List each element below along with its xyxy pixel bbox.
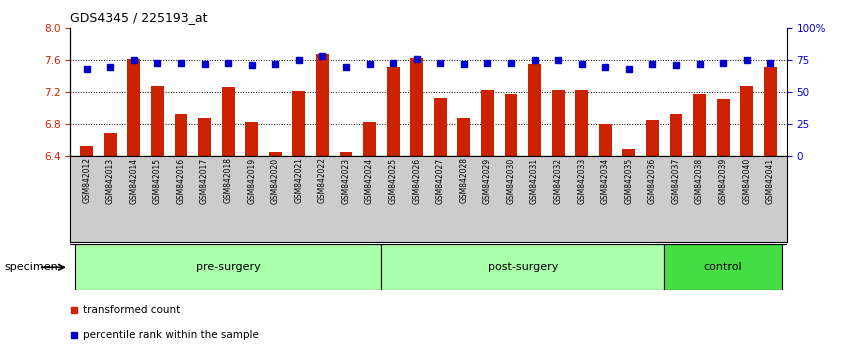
Bar bbox=[151, 86, 164, 156]
Text: GSM842027: GSM842027 bbox=[436, 158, 445, 204]
Text: transformed count: transformed count bbox=[83, 305, 180, 315]
Bar bbox=[339, 152, 353, 156]
Bar bbox=[363, 122, 376, 156]
Text: control: control bbox=[704, 262, 743, 272]
Text: GSM842016: GSM842016 bbox=[177, 158, 185, 204]
Bar bbox=[382, 244, 664, 290]
Text: GSM842017: GSM842017 bbox=[200, 158, 209, 204]
Text: GSM842014: GSM842014 bbox=[129, 158, 139, 204]
Bar bbox=[599, 124, 612, 156]
Bar bbox=[387, 67, 399, 156]
Bar bbox=[528, 64, 541, 156]
Text: GSM842041: GSM842041 bbox=[766, 158, 775, 204]
Text: pre-surgery: pre-surgery bbox=[195, 262, 261, 272]
Bar bbox=[693, 94, 706, 156]
Text: GSM842024: GSM842024 bbox=[365, 158, 374, 204]
Bar bbox=[293, 91, 305, 156]
Bar bbox=[664, 244, 782, 290]
Bar bbox=[104, 133, 117, 156]
Bar bbox=[552, 91, 564, 156]
Bar bbox=[434, 98, 447, 156]
Bar bbox=[504, 95, 518, 156]
Text: GSM842025: GSM842025 bbox=[388, 158, 398, 204]
Bar bbox=[222, 87, 234, 156]
Bar bbox=[717, 99, 729, 156]
Bar bbox=[623, 149, 635, 156]
Text: GSM842033: GSM842033 bbox=[577, 158, 586, 204]
Text: percentile rank within the sample: percentile rank within the sample bbox=[83, 330, 259, 339]
Text: GDS4345 / 225193_at: GDS4345 / 225193_at bbox=[70, 11, 208, 24]
Text: GSM842028: GSM842028 bbox=[459, 158, 469, 204]
Text: GSM842035: GSM842035 bbox=[624, 158, 634, 204]
Text: GSM842019: GSM842019 bbox=[247, 158, 256, 204]
Text: GSM842018: GSM842018 bbox=[223, 158, 233, 204]
Text: GSM842032: GSM842032 bbox=[553, 158, 563, 204]
Text: GSM842038: GSM842038 bbox=[695, 158, 704, 204]
Text: GSM842031: GSM842031 bbox=[530, 158, 539, 204]
Text: GSM842023: GSM842023 bbox=[342, 158, 350, 204]
Text: post-surgery: post-surgery bbox=[487, 262, 558, 272]
Bar bbox=[458, 118, 470, 156]
Text: GSM842039: GSM842039 bbox=[718, 158, 728, 204]
Bar bbox=[245, 122, 258, 156]
Text: GSM842026: GSM842026 bbox=[412, 158, 421, 204]
Text: GSM842040: GSM842040 bbox=[742, 158, 751, 204]
Text: GSM842036: GSM842036 bbox=[648, 158, 657, 204]
Bar bbox=[316, 54, 329, 156]
Text: GSM842021: GSM842021 bbox=[294, 158, 304, 204]
Bar bbox=[764, 67, 777, 156]
Bar bbox=[669, 114, 683, 156]
Bar bbox=[269, 152, 282, 156]
Bar bbox=[481, 91, 494, 156]
Bar bbox=[174, 114, 188, 156]
Text: specimen: specimen bbox=[4, 262, 58, 272]
Text: GSM842022: GSM842022 bbox=[318, 158, 327, 204]
Text: GSM842015: GSM842015 bbox=[153, 158, 162, 204]
Text: GSM842029: GSM842029 bbox=[483, 158, 492, 204]
Text: GSM842012: GSM842012 bbox=[82, 158, 91, 204]
Bar bbox=[410, 58, 423, 156]
Text: GSM842013: GSM842013 bbox=[106, 158, 115, 204]
Bar bbox=[80, 146, 93, 156]
Bar bbox=[128, 59, 140, 156]
Text: GSM842037: GSM842037 bbox=[672, 158, 680, 204]
Text: GSM842020: GSM842020 bbox=[271, 158, 280, 204]
Bar bbox=[646, 120, 659, 156]
Bar bbox=[75, 244, 382, 290]
Text: GSM842030: GSM842030 bbox=[507, 158, 515, 204]
Bar bbox=[575, 90, 588, 156]
Text: GSM842034: GSM842034 bbox=[601, 158, 610, 204]
Bar bbox=[740, 86, 753, 156]
Bar bbox=[198, 118, 211, 156]
